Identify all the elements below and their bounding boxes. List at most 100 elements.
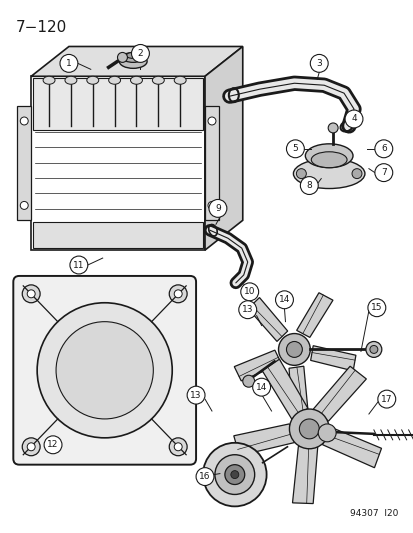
Circle shape xyxy=(117,52,127,62)
FancyBboxPatch shape xyxy=(13,276,196,465)
Circle shape xyxy=(230,471,238,479)
Circle shape xyxy=(377,390,395,408)
Polygon shape xyxy=(313,366,366,421)
Text: 15: 15 xyxy=(370,303,382,312)
Bar xyxy=(31,76,204,250)
Circle shape xyxy=(169,438,187,456)
Text: 17: 17 xyxy=(380,394,392,403)
Ellipse shape xyxy=(130,76,142,84)
Polygon shape xyxy=(292,447,317,504)
Polygon shape xyxy=(262,359,307,419)
Circle shape xyxy=(252,378,270,396)
Text: 9: 9 xyxy=(214,204,220,213)
Circle shape xyxy=(174,443,182,451)
Text: 6: 6 xyxy=(380,144,386,154)
Circle shape xyxy=(207,201,216,209)
Ellipse shape xyxy=(87,76,98,84)
Circle shape xyxy=(27,290,35,298)
Bar xyxy=(204,106,218,220)
Bar xyxy=(17,106,31,220)
Circle shape xyxy=(20,201,28,209)
Circle shape xyxy=(37,303,172,438)
Ellipse shape xyxy=(174,76,186,84)
Circle shape xyxy=(310,54,328,72)
Text: 14: 14 xyxy=(255,383,267,392)
Bar xyxy=(33,222,202,248)
Ellipse shape xyxy=(122,52,144,62)
Circle shape xyxy=(374,140,392,158)
Text: 4: 4 xyxy=(350,115,356,124)
Circle shape xyxy=(344,110,362,128)
Ellipse shape xyxy=(65,76,77,84)
Ellipse shape xyxy=(119,54,147,68)
Text: 7−120: 7−120 xyxy=(15,20,66,35)
Circle shape xyxy=(328,123,337,133)
Text: 12: 12 xyxy=(47,440,59,449)
Circle shape xyxy=(369,345,377,353)
Polygon shape xyxy=(204,46,242,250)
Circle shape xyxy=(44,436,62,454)
Text: 8: 8 xyxy=(306,181,311,190)
Circle shape xyxy=(367,299,385,317)
Circle shape xyxy=(169,285,187,303)
Text: 14: 14 xyxy=(278,295,290,304)
Circle shape xyxy=(351,168,361,179)
Circle shape xyxy=(278,334,310,365)
Text: 13: 13 xyxy=(241,305,253,314)
Circle shape xyxy=(296,168,306,179)
Ellipse shape xyxy=(108,76,120,84)
Polygon shape xyxy=(31,46,242,76)
Text: 1: 1 xyxy=(66,59,71,68)
Text: 3: 3 xyxy=(316,59,321,68)
Ellipse shape xyxy=(311,152,346,168)
Circle shape xyxy=(240,283,258,301)
Circle shape xyxy=(56,322,153,419)
Circle shape xyxy=(242,375,254,387)
Circle shape xyxy=(22,438,40,456)
Polygon shape xyxy=(288,366,307,412)
Polygon shape xyxy=(322,426,381,468)
Circle shape xyxy=(20,117,28,125)
Polygon shape xyxy=(233,424,294,456)
Circle shape xyxy=(238,301,256,319)
Circle shape xyxy=(318,424,335,442)
Bar xyxy=(33,78,202,130)
Circle shape xyxy=(365,342,381,358)
Polygon shape xyxy=(310,346,355,371)
Ellipse shape xyxy=(293,159,364,189)
Circle shape xyxy=(174,290,182,298)
Polygon shape xyxy=(296,293,332,337)
Polygon shape xyxy=(234,350,281,381)
Circle shape xyxy=(60,54,78,72)
Polygon shape xyxy=(247,297,287,342)
Ellipse shape xyxy=(305,144,352,168)
Circle shape xyxy=(70,256,88,274)
Ellipse shape xyxy=(43,76,55,84)
Circle shape xyxy=(131,44,149,62)
Circle shape xyxy=(202,443,266,506)
Text: 7: 7 xyxy=(380,168,386,177)
Circle shape xyxy=(196,467,214,486)
Circle shape xyxy=(214,455,254,495)
Circle shape xyxy=(187,386,204,404)
Text: 16: 16 xyxy=(199,472,210,481)
Circle shape xyxy=(27,443,35,451)
Circle shape xyxy=(286,140,304,158)
Text: 11: 11 xyxy=(73,261,84,270)
Ellipse shape xyxy=(152,76,164,84)
Circle shape xyxy=(207,117,216,125)
Circle shape xyxy=(224,465,244,484)
Text: 10: 10 xyxy=(243,287,255,296)
Circle shape xyxy=(275,291,293,309)
Text: 5: 5 xyxy=(292,144,297,154)
Circle shape xyxy=(286,342,301,358)
Circle shape xyxy=(374,164,392,182)
Text: 94307  l20: 94307 l20 xyxy=(349,510,398,518)
Text: 13: 13 xyxy=(190,391,201,400)
Circle shape xyxy=(289,409,328,449)
Circle shape xyxy=(299,419,318,439)
Circle shape xyxy=(22,285,40,303)
Circle shape xyxy=(209,199,226,217)
Circle shape xyxy=(300,176,318,195)
Ellipse shape xyxy=(126,52,140,59)
